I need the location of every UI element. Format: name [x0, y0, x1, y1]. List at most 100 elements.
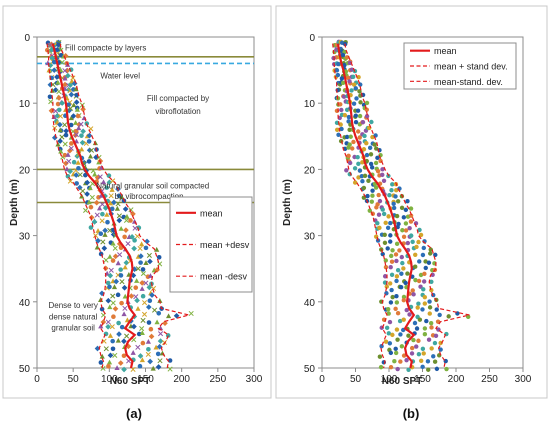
data-point — [76, 166, 81, 171]
data-point — [420, 307, 424, 311]
data-point — [389, 300, 393, 304]
data-point — [400, 255, 404, 259]
data-point — [146, 347, 151, 352]
data-point — [358, 82, 362, 86]
data-point — [410, 346, 414, 350]
data-point — [369, 152, 373, 156]
annotation: granular soil — [51, 324, 95, 333]
data-point — [351, 140, 355, 144]
data-point — [418, 317, 422, 321]
data-point — [48, 94, 53, 99]
data-point — [388, 341, 392, 345]
data-point — [397, 248, 401, 252]
data-point — [156, 311, 161, 316]
annotation: dense natural — [49, 312, 98, 321]
data-point — [427, 337, 431, 341]
data-point — [393, 194, 397, 198]
data-point — [417, 352, 421, 356]
data-point — [72, 160, 77, 165]
data-point — [107, 285, 112, 290]
data-point — [404, 208, 408, 212]
x-tick-label: 50 — [350, 374, 362, 385]
data-point — [364, 141, 368, 145]
data-point — [428, 311, 432, 315]
x-tick-label: 250 — [481, 374, 498, 385]
data-point — [383, 233, 387, 237]
data-point — [392, 206, 396, 210]
data-point — [374, 205, 378, 209]
data-point — [394, 347, 398, 351]
data-point — [435, 367, 439, 371]
y-tick-label: 0 — [24, 33, 30, 44]
data-point — [349, 135, 353, 139]
data-point — [356, 129, 360, 133]
data-point — [395, 274, 399, 278]
data-point — [388, 239, 392, 243]
data-point — [380, 173, 384, 177]
data-point — [400, 261, 404, 265]
data-point — [426, 368, 430, 372]
data-point — [354, 120, 358, 124]
legend-label: mean + stand dev. — [434, 62, 508, 72]
data-point — [395, 300, 399, 304]
data-point — [57, 108, 62, 113]
data-point — [413, 321, 417, 325]
data-point — [352, 101, 356, 105]
data-point — [346, 145, 350, 149]
data-point — [341, 53, 345, 57]
data-point — [133, 285, 138, 290]
data-point — [396, 268, 400, 272]
data-point — [410, 240, 414, 244]
data-point — [406, 334, 410, 338]
x-tick-label: 300 — [246, 374, 263, 385]
data-point — [368, 146, 372, 150]
data-point — [382, 212, 386, 216]
data-point — [424, 319, 428, 323]
data-point — [401, 266, 405, 270]
data-point — [141, 341, 146, 346]
data-point — [390, 333, 394, 337]
y-tick-label: 20 — [19, 165, 31, 176]
data-point — [138, 364, 143, 369]
x-tick-label: 0 — [319, 374, 325, 385]
data-point — [346, 154, 350, 158]
data-point — [427, 299, 431, 303]
data-point — [64, 133, 69, 138]
y-tick-label: 50 — [19, 364, 31, 375]
data-point — [400, 206, 404, 210]
data-point — [110, 339, 115, 344]
data-point — [354, 96, 358, 100]
y-axis-label: Depth (m) — [282, 179, 293, 226]
data-point — [437, 313, 441, 317]
data-point — [386, 214, 390, 218]
data-point — [423, 326, 427, 330]
data-point — [132, 238, 137, 243]
panel-b: 0 50 100 150 200 250 30001020304050N60 SPTDept… — [276, 6, 547, 421]
data-point — [396, 311, 400, 315]
data-point — [388, 281, 392, 285]
data-point — [340, 76, 344, 80]
data-point — [409, 206, 413, 210]
data-point — [429, 346, 433, 350]
data-point — [424, 266, 428, 270]
data-point — [395, 214, 399, 218]
legend-label: mean-stand. dev. — [434, 77, 503, 87]
data-point — [369, 120, 373, 124]
data-point — [122, 235, 127, 240]
y-tick-label: 10 — [19, 99, 31, 110]
y-tick-label: 30 — [19, 232, 31, 243]
data-point — [414, 344, 418, 348]
data-point — [386, 307, 390, 311]
data-point — [147, 320, 152, 325]
data-point — [362, 134, 366, 138]
data-point — [378, 199, 382, 203]
data-point — [386, 226, 390, 230]
data-point — [433, 360, 437, 364]
data-point — [420, 365, 424, 369]
data-point — [413, 253, 417, 257]
data-point — [338, 102, 342, 106]
y-tick-label: 0 — [309, 33, 315, 44]
data-point — [111, 314, 116, 319]
data-point — [360, 179, 364, 183]
data-point — [156, 352, 161, 357]
